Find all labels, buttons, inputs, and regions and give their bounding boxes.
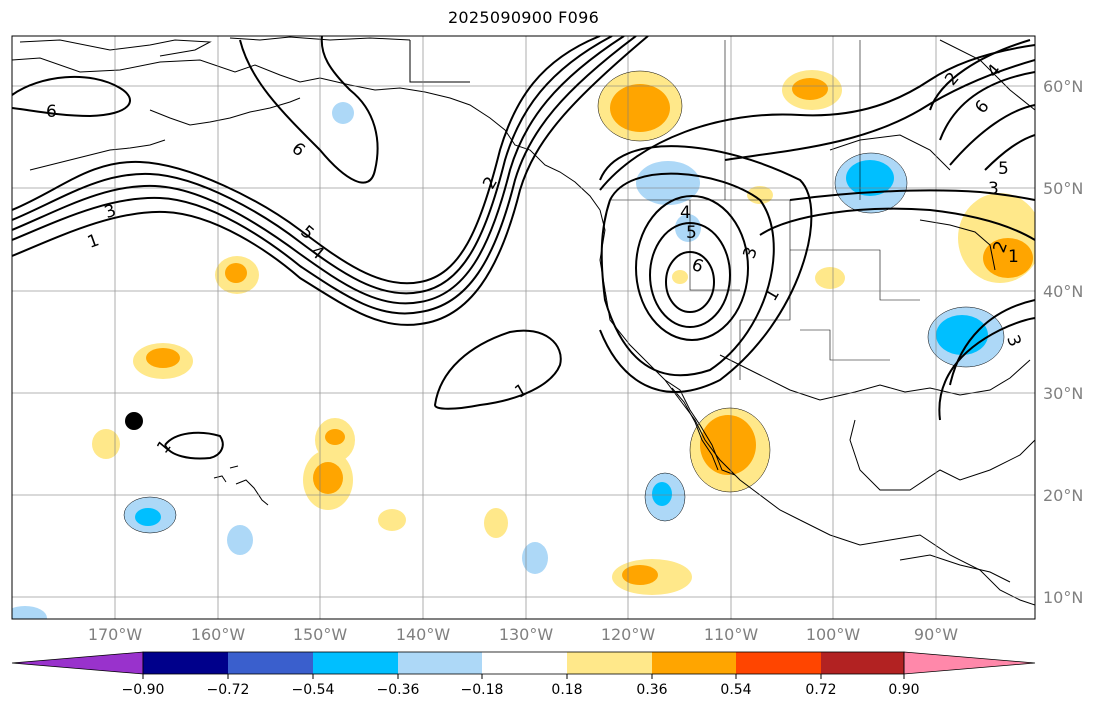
anomaly-shading xyxy=(12,70,1035,619)
contour-label: 1 xyxy=(1008,247,1019,267)
longitude-label: 170°W xyxy=(87,625,143,644)
positive-anomaly-area xyxy=(484,508,508,538)
contour-label: 6 xyxy=(46,102,57,122)
colorbar-segment xyxy=(482,652,567,674)
negative-anomaly-area xyxy=(522,542,548,574)
contour-label: 4 xyxy=(680,203,691,223)
colorbar-segment xyxy=(313,652,398,674)
contour-lines xyxy=(12,36,1035,460)
negative-anomaly-core xyxy=(846,160,894,196)
negative-anomaly-area xyxy=(12,606,47,619)
latitude-label: 30°N xyxy=(1043,384,1084,403)
longitude-label: 90°W xyxy=(913,625,959,644)
map-frame xyxy=(11,35,1036,620)
colorbar-tick-label: 0.36 xyxy=(636,682,668,698)
positive-anomaly-core xyxy=(313,462,343,494)
colorbar-tick-label: 0.54 xyxy=(720,682,752,698)
positive-anomaly-area xyxy=(92,429,120,459)
contour-label: 5 xyxy=(686,223,697,243)
contour-label: 5 xyxy=(998,159,1009,179)
negative-anomaly-area xyxy=(332,102,354,124)
negative-anomaly-core xyxy=(135,508,161,526)
colorbar-tick-label: −0.36 xyxy=(376,682,420,698)
colorbar-frame xyxy=(142,651,905,675)
positive-anomaly-core xyxy=(983,238,1033,278)
location-marker xyxy=(125,412,143,430)
negative-anomaly-area xyxy=(636,161,700,205)
colorbar-tick-label: −0.90 xyxy=(121,682,165,698)
contour-label: 3 xyxy=(988,179,999,199)
colorbar-segment xyxy=(567,652,652,674)
negative-anomaly-area xyxy=(227,525,253,555)
map-area xyxy=(12,36,1035,619)
colorbar-segment xyxy=(652,652,736,674)
colorbar-low-extension xyxy=(11,651,144,675)
graticule xyxy=(12,36,1035,619)
latitude-label: 50°N xyxy=(1043,179,1084,198)
colorbar-tick-label: −0.54 xyxy=(291,682,335,698)
longitude-label: 120°W xyxy=(600,625,656,644)
positive-anomaly-core xyxy=(792,78,828,100)
positive-anomaly-core xyxy=(146,348,180,368)
positive-anomaly-area xyxy=(378,509,406,531)
colorbar-tick-label: 0.90 xyxy=(888,682,920,698)
negative-anomaly-core xyxy=(652,482,672,506)
negative-anomaly-core xyxy=(936,315,988,355)
positive-anomaly-core xyxy=(325,429,345,445)
colorbar-tick-label: −0.18 xyxy=(460,682,504,698)
positive-anomaly-core xyxy=(225,263,247,283)
longitude-label: 140°W xyxy=(395,625,451,644)
positive-anomaly-area xyxy=(672,270,688,284)
colorbar xyxy=(11,651,1036,679)
colorbar-segment xyxy=(821,652,904,674)
longitude-label: 150°W xyxy=(292,625,348,644)
colorbar-segment xyxy=(398,652,482,674)
map-title: 2025090900 F096 xyxy=(447,8,600,27)
positive-anomaly-core xyxy=(622,565,658,585)
longitude-label: 160°W xyxy=(190,625,246,644)
longitude-label: 110°W xyxy=(703,625,759,644)
coastlines xyxy=(12,36,1035,606)
positive-anomaly-area xyxy=(815,267,845,289)
colorbar-high-extension xyxy=(903,651,1036,675)
longitude-label: 130°W xyxy=(498,625,554,644)
latitude-label: 40°N xyxy=(1043,282,1084,301)
colorbar-segment xyxy=(228,652,313,674)
colorbar-tick-label: 0.18 xyxy=(551,682,583,698)
negative-anomaly-area xyxy=(675,214,701,242)
latitude-label: 10°N xyxy=(1043,588,1084,607)
latitude-label: 20°N xyxy=(1043,486,1084,505)
positive-anomaly-area xyxy=(747,186,773,204)
colorbar-tick-label: −0.72 xyxy=(206,682,250,698)
longitude-label: 100°W xyxy=(805,625,861,644)
positive-anomaly-core xyxy=(610,84,670,132)
colorbar-segment xyxy=(143,652,228,674)
latitude-label: 60°N xyxy=(1043,77,1084,96)
colorbar-segment xyxy=(736,652,821,674)
shading-outlines xyxy=(123,70,1005,534)
colorbar-tick-label: 0.72 xyxy=(805,682,837,698)
